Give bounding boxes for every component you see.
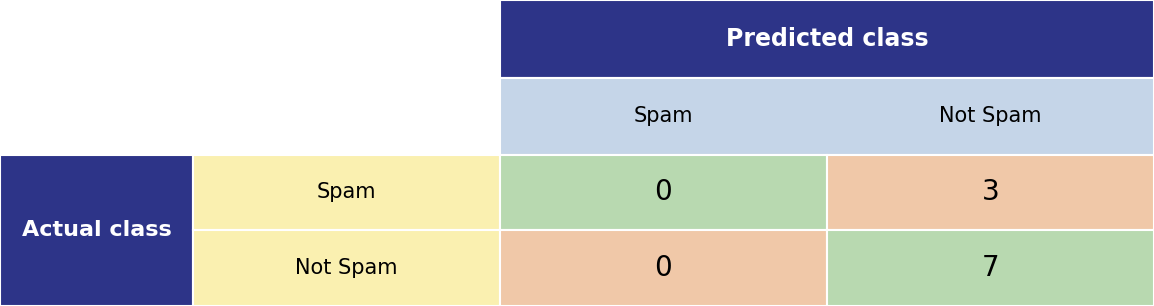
Text: Actual class: Actual class	[22, 221, 172, 241]
Bar	[0, 155, 193, 306]
Bar	[500, 155, 827, 230]
Bar	[0, 0, 500, 155]
Text: Spam: Spam	[316, 182, 376, 203]
Bar	[193, 230, 500, 306]
Bar	[827, 230, 1154, 306]
Text: Not Spam: Not Spam	[295, 258, 398, 278]
Text: 7: 7	[982, 254, 999, 282]
Bar	[500, 230, 827, 306]
Text: Not Spam: Not Spam	[939, 106, 1042, 126]
Text: Spam: Spam	[634, 106, 694, 126]
Text: 3: 3	[982, 178, 999, 207]
Bar	[500, 78, 1154, 155]
Text: 0: 0	[654, 178, 673, 207]
Text: 0: 0	[654, 254, 673, 282]
Bar	[827, 155, 1154, 230]
Bar	[500, 0, 1154, 78]
Bar	[193, 155, 500, 230]
Text: Predicted class: Predicted class	[726, 27, 928, 51]
